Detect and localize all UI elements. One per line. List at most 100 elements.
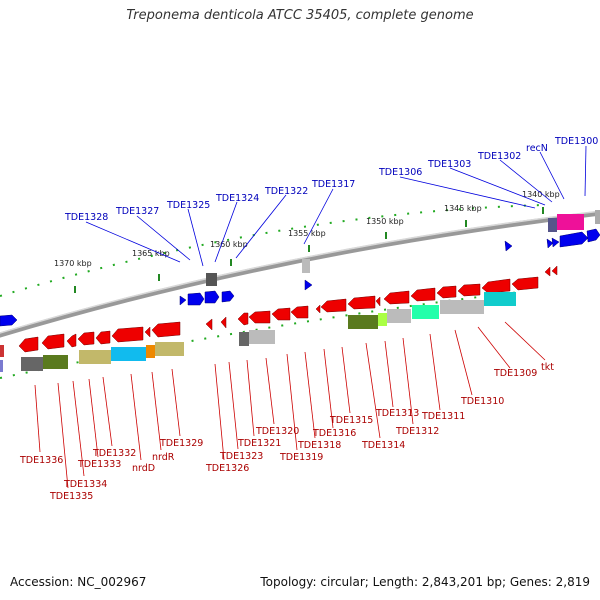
label-connector (102, 376, 113, 447)
kbp-tick (158, 274, 160, 281)
reverse-gene[interactable] (457, 283, 481, 297)
cog-block (548, 218, 557, 232)
reverse-gene[interactable] (436, 285, 457, 299)
reverse-gene[interactable] (41, 333, 65, 350)
gene-label-forward[interactable]: TDE1317 (311, 179, 355, 190)
reverse-gene[interactable] (315, 304, 321, 314)
gene-label-reverse[interactable]: TDE1333 (77, 459, 121, 470)
reverse-gene[interactable] (151, 321, 181, 338)
gene-label-reverse[interactable]: TDE1320 (255, 426, 299, 437)
cog-block (206, 273, 217, 286)
label-connector (136, 215, 191, 261)
forward-gene[interactable] (304, 279, 313, 291)
forward-gene[interactable] (221, 290, 235, 303)
gene-label-reverse[interactable]: TDE1311 (421, 411, 465, 422)
reverse-gene[interactable] (111, 326, 144, 343)
reverse-gene[interactable] (237, 312, 249, 326)
genome-summary: Topology: circular; Length: 2,843,201 bp… (260, 575, 590, 589)
reverse-gene[interactable] (144, 326, 151, 338)
gene-label-forward[interactable]: TDE1327 (115, 206, 159, 217)
reverse-gene[interactable] (66, 333, 77, 348)
gene-label-reverse[interactable]: TDE1334 (63, 479, 107, 490)
reverse-gene[interactable] (544, 266, 551, 277)
gene-label-reverse[interactable]: TDE1315 (329, 415, 373, 426)
forward-gene[interactable] (559, 231, 589, 248)
label-connector (214, 201, 238, 263)
reverse-gene[interactable] (205, 318, 213, 331)
gene-label-reverse[interactable]: TDE1336 (19, 455, 63, 466)
gene-label-reverse[interactable]: TDE1329 (159, 438, 203, 449)
label-connector (57, 382, 69, 489)
reverse-gene[interactable] (347, 295, 376, 310)
gene-label-forward[interactable]: recN (526, 143, 548, 154)
gene-label-reverse[interactable]: TDE1335 (49, 491, 93, 502)
cog-block (21, 357, 43, 371)
forward-gene[interactable] (586, 228, 600, 243)
gene-label-reverse[interactable]: TDE1316 (312, 428, 356, 439)
label-connector (504, 321, 546, 361)
forward-gene[interactable] (204, 290, 220, 304)
label-connector (539, 151, 565, 200)
label-connector (477, 326, 511, 369)
cog-block (249, 330, 275, 344)
label-connector (304, 351, 316, 439)
forward-gene[interactable] (0, 314, 18, 327)
label-connector (85, 221, 181, 263)
gene-label-reverse[interactable]: TDE1326 (205, 463, 249, 474)
reverse-gene[interactable] (271, 307, 291, 321)
cog-block (348, 315, 378, 329)
gene-label-forward[interactable]: TDE1303 (427, 159, 471, 170)
gene-label-reverse[interactable]: tkt (541, 362, 554, 373)
gene-label-forward[interactable]: TDE1324 (215, 193, 259, 204)
gene-label-reverse[interactable]: TDE1313 (375, 408, 419, 419)
gene-label-reverse[interactable]: TDE1332 (92, 448, 136, 459)
reverse-gene[interactable] (220, 316, 227, 329)
gene-label-reverse[interactable]: TDE1321 (237, 438, 281, 449)
gene-label-reverse[interactable]: TDE1309 (493, 368, 537, 379)
gene-label-forward[interactable]: TDE1302 (477, 151, 521, 162)
reverse-gene[interactable] (481, 278, 511, 294)
reverse-gene[interactable] (375, 296, 381, 307)
kbp-label: 1355 kbp (288, 229, 326, 238)
cog-block (412, 305, 439, 319)
map-title: Treponema denticola ATCC 35405, complete… (126, 8, 474, 23)
reverse-gene[interactable] (18, 336, 39, 353)
gene-label-reverse[interactable]: TDE1314 (361, 440, 405, 451)
gene-label-reverse[interactable]: TDE1310 (460, 396, 504, 407)
reverse-gene[interactable] (511, 276, 539, 291)
forward-gene[interactable] (546, 238, 554, 249)
gene-label-forward[interactable]: TDE1328 (64, 212, 108, 223)
reverse-gene[interactable] (383, 290, 410, 305)
reverse-gene[interactable] (320, 298, 347, 313)
cog-block (155, 342, 184, 356)
cog-block (378, 313, 387, 326)
label-connector (399, 176, 536, 209)
forward-gene[interactable] (187, 292, 205, 306)
forward-gene[interactable] (551, 237, 560, 248)
reverse-gene[interactable] (410, 287, 436, 302)
cog-block (146, 345, 155, 358)
gene-label-reverse[interactable]: TDE1319 (279, 452, 323, 463)
cog-block (557, 214, 584, 230)
kbp-tick (385, 232, 387, 239)
gene-label-reverse[interactable]: TDE1323 (219, 451, 263, 462)
gene-label-forward[interactable]: TDE1306 (378, 167, 422, 178)
forward-gene[interactable] (179, 295, 187, 306)
gene-label-forward[interactable]: TDE1325 (166, 200, 210, 211)
label-connector (214, 363, 225, 461)
reverse-gene[interactable] (95, 330, 111, 345)
cog-block (302, 259, 310, 273)
gene-label-reverse[interactable]: TDE1312 (395, 426, 439, 437)
gene-label-reverse[interactable]: nrdR (152, 452, 175, 463)
forward-gene[interactable] (504, 240, 513, 252)
gene-label-forward[interactable]: TDE1300 (554, 136, 598, 147)
reverse-gene[interactable] (290, 305, 309, 319)
reverse-gene[interactable] (551, 265, 558, 276)
gene-label-reverse[interactable]: nrdD (132, 463, 155, 474)
reverse-gene[interactable] (77, 331, 95, 346)
gene-label-reverse[interactable]: TDE1318 (297, 440, 341, 451)
gene-label-forward[interactable]: TDE1322 (264, 186, 308, 197)
label-connector (72, 380, 85, 477)
reverse-gene[interactable] (248, 310, 271, 324)
label-connector (384, 340, 394, 408)
